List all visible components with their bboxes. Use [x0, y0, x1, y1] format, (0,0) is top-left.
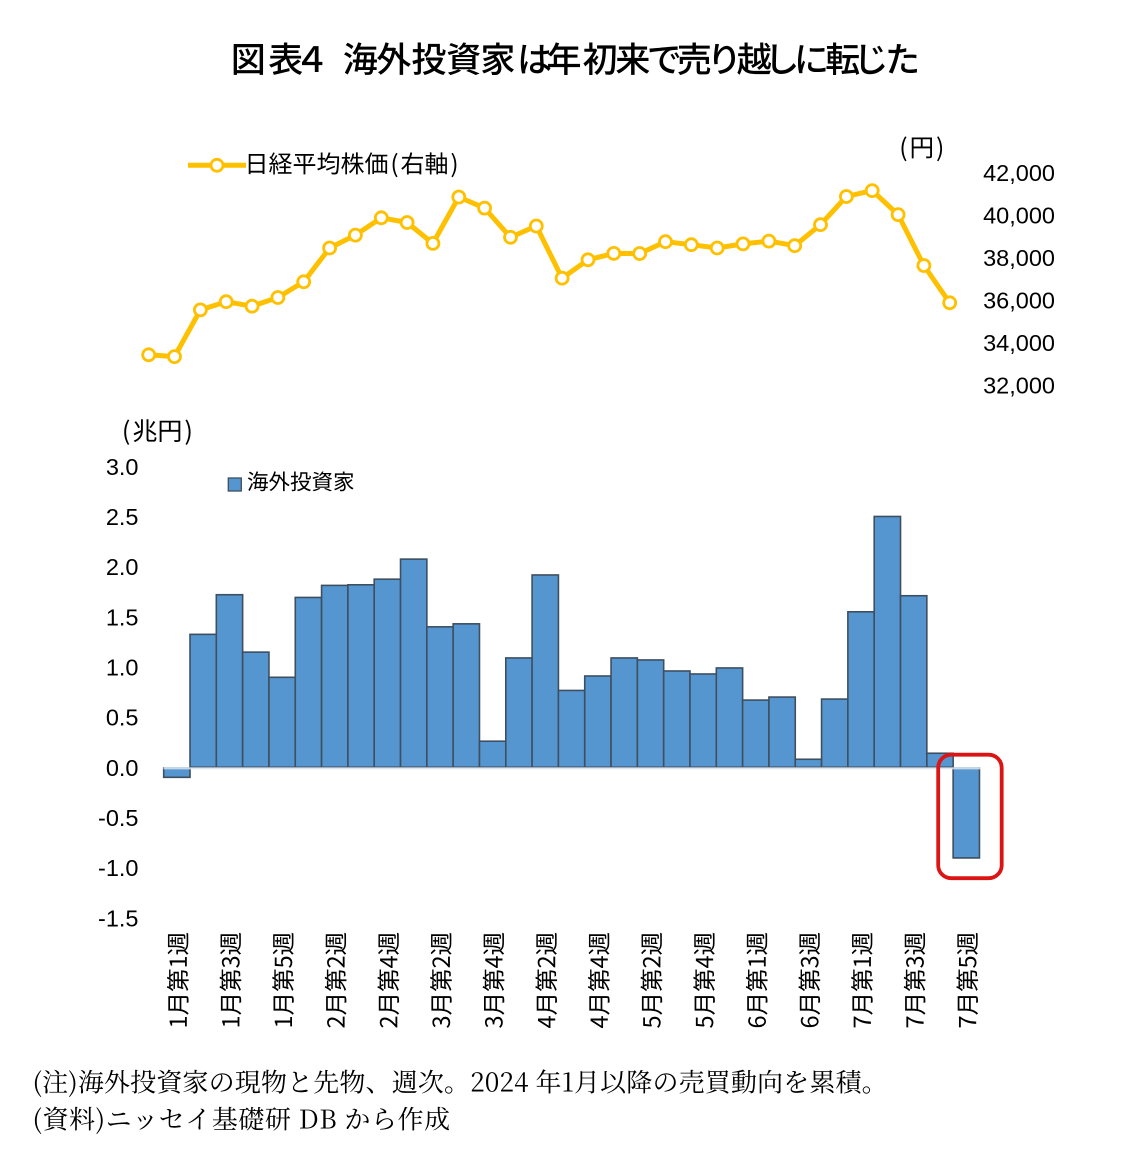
svg-text:34,000: 34,000: [983, 330, 1055, 356]
svg-text:1.5: 1.5: [106, 604, 139, 630]
svg-text:3.0: 3.0: [106, 454, 139, 480]
svg-text:38,000: 38,000: [983, 245, 1055, 271]
svg-text:36,000: 36,000: [983, 288, 1055, 314]
svg-text:2.5: 2.5: [106, 504, 139, 530]
svg-text:-1.5: -1.5: [98, 905, 139, 931]
svg-text:2.0: 2.0: [106, 554, 139, 580]
svg-text:1.0: 1.0: [106, 655, 139, 681]
svg-text:0.5: 0.5: [106, 705, 139, 731]
svg-text:42,000: 42,000: [983, 160, 1055, 186]
svg-text:0.0: 0.0: [106, 755, 139, 781]
svg-text:40,000: 40,000: [983, 203, 1055, 229]
svg-text:32,000: 32,000: [983, 373, 1055, 399]
svg-text:-0.5: -0.5: [98, 805, 139, 831]
svg-text:-1.0: -1.0: [98, 855, 139, 881]
